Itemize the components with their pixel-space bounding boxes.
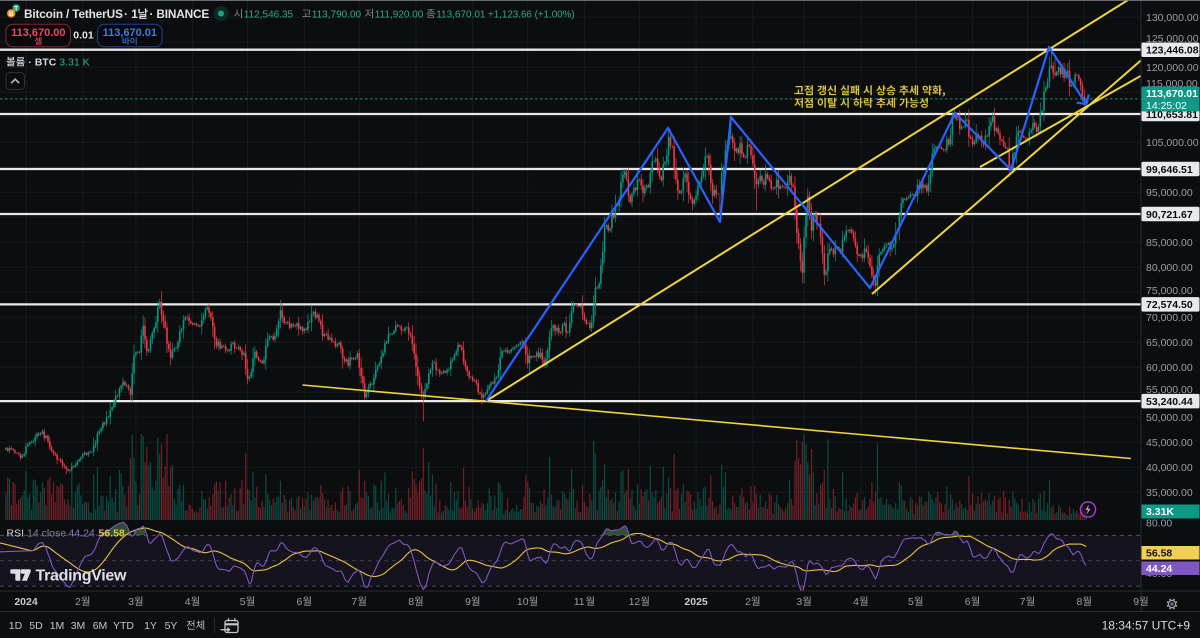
svg-text:90,721.67: 90,721.67 <box>1146 209 1193 221</box>
svg-text:3: 3 <box>128 596 134 608</box>
svg-text:44.24: 44.24 <box>69 528 95 540</box>
svg-text:80.00: 80.00 <box>1146 517 1172 529</box>
svg-text:8: 8 <box>1077 596 1083 608</box>
svg-text:1Y: 1Y <box>144 620 157 632</box>
svg-text:125,000.00: 125,000.00 <box>1146 33 1199 45</box>
svg-text:4: 4 <box>853 596 859 608</box>
svg-text:111,920.00: 111,920.00 <box>375 10 424 21</box>
svg-text:113,670.01: 113,670.01 <box>1146 88 1198 100</box>
svg-text:5: 5 <box>240 596 246 608</box>
svg-text:4: 4 <box>185 596 191 608</box>
svg-text:1M: 1M <box>50 620 65 632</box>
svg-text:Bitcoin / TetherUS: Bitcoin / TetherUS <box>24 7 123 21</box>
svg-text:50,000.00: 50,000.00 <box>1146 412 1193 424</box>
svg-text:14:25:02: 14:25:02 <box>1146 100 1187 112</box>
svg-text:56.58: 56.58 <box>99 528 125 540</box>
svg-text:95,000.00: 95,000.00 <box>1146 187 1193 199</box>
svg-text:3: 3 <box>796 596 802 608</box>
svg-text:5Y: 5Y <box>165 620 178 632</box>
svg-text:72,574.50: 72,574.50 <box>1146 299 1193 311</box>
svg-text:99,646.51: 99,646.51 <box>1146 164 1193 176</box>
svg-text:45,000.00: 45,000.00 <box>1146 437 1193 449</box>
svg-text:3M: 3M <box>71 620 86 632</box>
svg-text:123,446.08: 123,446.08 <box>1146 45 1199 57</box>
svg-text:55,000.00: 55,000.00 <box>1146 384 1193 396</box>
svg-text:53,240.44: 53,240.44 <box>1146 396 1193 408</box>
svg-text:· BTC: · BTC <box>28 57 56 69</box>
svg-text:65,000.00: 65,000.00 <box>1146 337 1193 349</box>
svg-text:TradingView: TradingView <box>36 568 128 585</box>
svg-text:113,670.01: 113,670.01 <box>436 10 486 21</box>
svg-text:6M: 6M <box>93 620 108 632</box>
svg-text:44.24: 44.24 <box>1146 563 1172 575</box>
svg-text:3.31 K: 3.31 K <box>59 57 89 69</box>
svg-text:6: 6 <box>965 596 971 608</box>
svg-text:40,000.00: 40,000.00 <box>1146 462 1193 474</box>
svg-text:11: 11 <box>574 596 585 608</box>
svg-text:110,653.81: 110,653.81 <box>1146 109 1198 121</box>
svg-text:9: 9 <box>1133 596 1139 608</box>
svg-text:· 1: · 1 <box>124 7 138 21</box>
svg-text:· BINANCE: · BINANCE <box>150 7 210 21</box>
svg-text:18:34:57 UTC+9: 18:34:57 UTC+9 <box>1102 619 1191 633</box>
svg-text:8: 8 <box>408 596 414 608</box>
svg-text:YTD: YTD <box>113 620 134 632</box>
svg-text:10: 10 <box>517 596 529 608</box>
svg-text:2: 2 <box>745 596 751 608</box>
svg-text:3.31K: 3.31K <box>1146 506 1174 518</box>
svg-text:T: T <box>14 5 18 12</box>
svg-text:85,000.00: 85,000.00 <box>1146 237 1193 249</box>
svg-text:12: 12 <box>629 596 641 608</box>
svg-text:RSI: RSI <box>7 528 25 540</box>
svg-text:7: 7 <box>351 596 357 608</box>
svg-text:75,000.00: 75,000.00 <box>1146 285 1193 297</box>
svg-text:14 close: 14 close <box>27 528 66 540</box>
svg-text:70,000.00: 70,000.00 <box>1146 312 1193 324</box>
svg-text:6: 6 <box>297 596 303 608</box>
svg-text:2: 2 <box>75 596 81 608</box>
svg-text:113,670.00: 113,670.00 <box>11 27 65 39</box>
svg-text:9: 9 <box>465 596 471 608</box>
svg-text:5D: 5D <box>29 620 43 632</box>
svg-text:35,000.00: 35,000.00 <box>1146 487 1193 499</box>
svg-text:2025: 2025 <box>684 596 708 608</box>
svg-text:80,000.00: 80,000.00 <box>1146 262 1193 274</box>
svg-text:60,000.00: 60,000.00 <box>1146 362 1193 374</box>
svg-text:2024: 2024 <box>14 596 38 608</box>
svg-text:0.01: 0.01 <box>73 30 94 42</box>
svg-text:113,670.01: 113,670.01 <box>103 27 157 39</box>
svg-text:5: 5 <box>908 596 914 608</box>
svg-text:113,790.00: 113,790.00 <box>312 10 362 21</box>
svg-text:B: B <box>9 11 14 18</box>
svg-text:112,546.35: 112,546.35 <box>244 10 294 21</box>
svg-text:+1,123.66 (+1.00%): +1,123.66 (+1.00%) <box>488 9 575 20</box>
svg-text:7: 7 <box>1020 596 1026 608</box>
svg-text:130,000.00: 130,000.00 <box>1146 12 1199 24</box>
svg-text:105,000.00: 105,000.00 <box>1146 137 1199 149</box>
svg-text:120,000.00: 120,000.00 <box>1146 62 1199 74</box>
svg-text:1D: 1D <box>9 620 23 632</box>
svg-text:56.58: 56.58 <box>1146 548 1172 560</box>
